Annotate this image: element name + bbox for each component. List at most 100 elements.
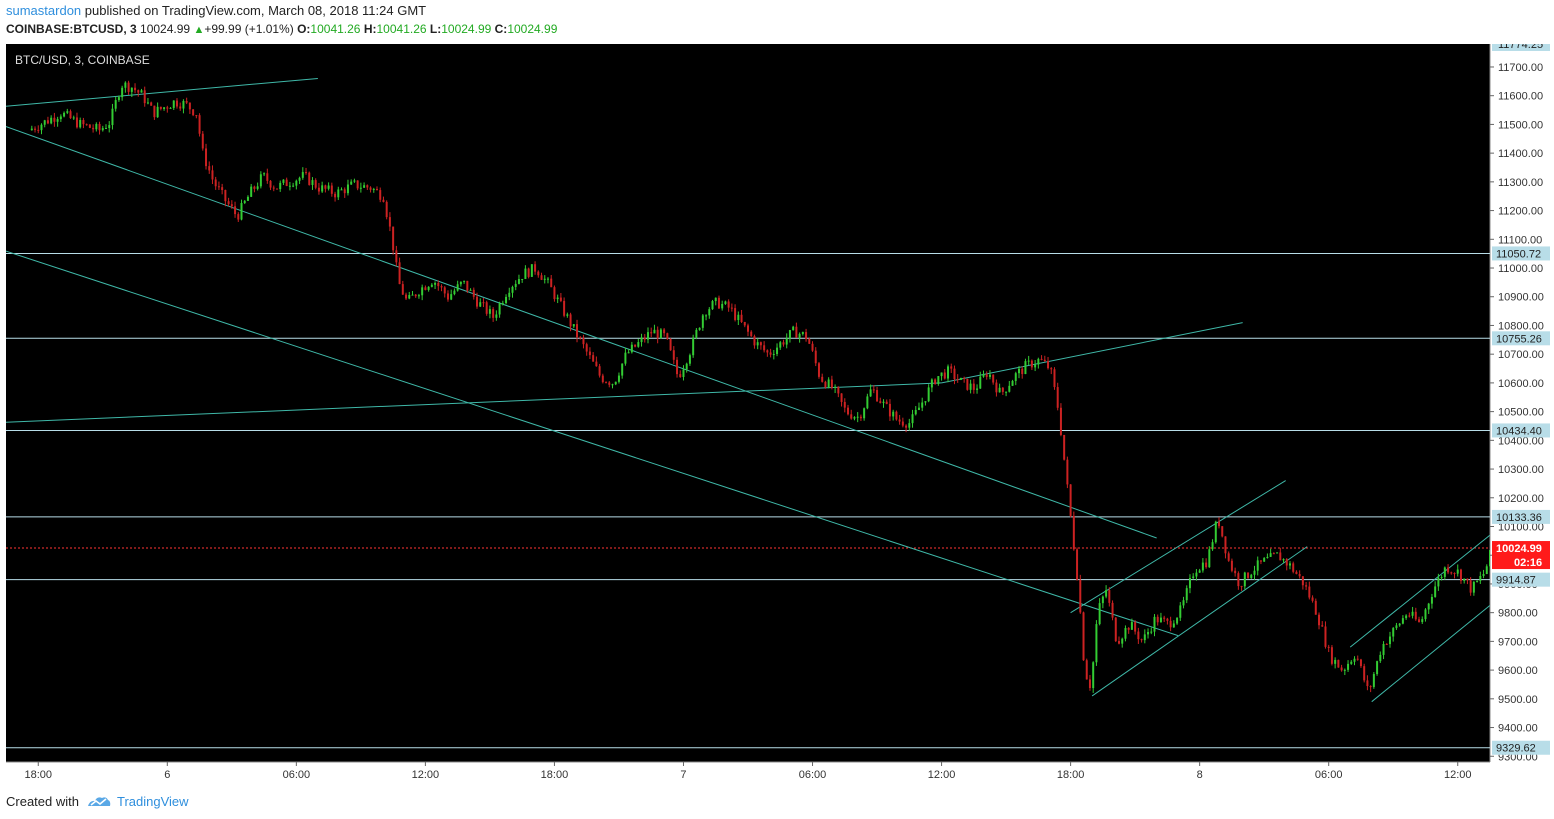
candle (353, 180, 356, 182)
candle (514, 283, 517, 287)
author-link[interactable]: sumastardon (6, 3, 82, 18)
candle (750, 331, 753, 337)
x-tick-label: 18:00 (541, 769, 569, 781)
candle (37, 129, 40, 131)
chart-area[interactable]: BTC/USD, 3, COINBASE 9300.00 9400.00 9500.0… (6, 44, 1554, 784)
candle (1424, 609, 1427, 620)
candle (43, 120, 46, 125)
candle (505, 296, 508, 304)
candle (385, 201, 388, 218)
candle (869, 389, 872, 397)
candle (46, 120, 49, 124)
candle (1266, 556, 1269, 559)
candle (566, 314, 569, 316)
tradingview-brand-link[interactable]: TradingView (117, 794, 189, 809)
candle (430, 284, 433, 287)
candle (1301, 576, 1304, 586)
candle (253, 186, 256, 189)
level-label: 11050.72 (1496, 248, 1541, 260)
candle (205, 148, 208, 167)
candle (179, 106, 182, 109)
candle (221, 187, 224, 191)
candle (766, 350, 769, 353)
candle (440, 286, 443, 288)
candle (292, 185, 295, 187)
candle (1101, 596, 1104, 604)
candle (182, 100, 185, 109)
candle (237, 214, 240, 220)
candle (1443, 567, 1446, 577)
candle (363, 185, 366, 188)
candle (943, 372, 946, 379)
candle (1127, 628, 1130, 630)
candle (1279, 552, 1282, 561)
candle (782, 342, 785, 345)
candle (1272, 553, 1275, 555)
candle (676, 359, 679, 375)
candle (743, 321, 746, 326)
candle (1363, 666, 1366, 681)
candle (950, 366, 953, 369)
candle (321, 185, 324, 192)
candle (627, 352, 630, 354)
candle (230, 204, 233, 207)
candle (30, 128, 33, 131)
candle (624, 352, 627, 364)
candle (414, 294, 417, 297)
top-price-label: 11774.25 (1498, 44, 1543, 51)
candle (240, 203, 243, 220)
candle (550, 278, 553, 288)
y-tick-label: 11300.00 (1498, 177, 1543, 189)
candle (537, 271, 540, 276)
candle (808, 338, 811, 344)
candle (1214, 521, 1217, 543)
y-tick-label: 9600.00 (1498, 665, 1538, 677)
trendline (6, 382, 942, 423)
candle (646, 332, 649, 340)
candle (895, 411, 898, 420)
candle (1437, 577, 1440, 587)
candle (1118, 641, 1120, 644)
candle (166, 107, 169, 109)
candle (734, 308, 737, 321)
candle (863, 408, 866, 419)
candle (1237, 573, 1240, 587)
candle (1456, 569, 1459, 574)
candle (1114, 617, 1117, 642)
candle (1408, 615, 1411, 617)
candle (779, 342, 782, 348)
candle (92, 127, 95, 130)
candle (959, 377, 962, 380)
current-price-label: 10024.99 (1496, 543, 1542, 555)
candle (130, 87, 133, 92)
level-label: 10133.36 (1496, 512, 1542, 524)
candle (569, 314, 572, 327)
candle (1195, 572, 1198, 577)
candle (1340, 667, 1343, 671)
candle (1321, 625, 1324, 627)
candle (1288, 563, 1291, 566)
candle (740, 314, 743, 322)
y-tick-label: 11400.00 (1498, 148, 1543, 160)
level-badge (1492, 740, 1550, 755)
candle (101, 128, 104, 131)
tradingview-logo-icon[interactable] (86, 793, 112, 814)
candle (521, 278, 524, 280)
candle (188, 102, 191, 110)
candle (105, 128, 108, 130)
ohlc-summary: COINBASE:BTCUSD, 3 10024.99 ▲+99.99 (+1.… (6, 22, 557, 36)
candle (272, 187, 275, 189)
candle (669, 338, 672, 351)
candle (82, 120, 85, 125)
candle (1276, 552, 1279, 554)
x-tick-label: 12:00 (928, 769, 956, 781)
candle (379, 190, 382, 200)
trendline (6, 77, 318, 107)
candle (556, 297, 559, 300)
candle (1050, 368, 1053, 370)
candle (598, 366, 601, 376)
candle (95, 123, 98, 130)
y-tick-label: 10100.00 (1498, 521, 1544, 533)
candle (934, 379, 937, 384)
price-chart[interactable]: BTC/USD, 3, COINBASE9300.009400.009500.0… (6, 44, 1554, 784)
